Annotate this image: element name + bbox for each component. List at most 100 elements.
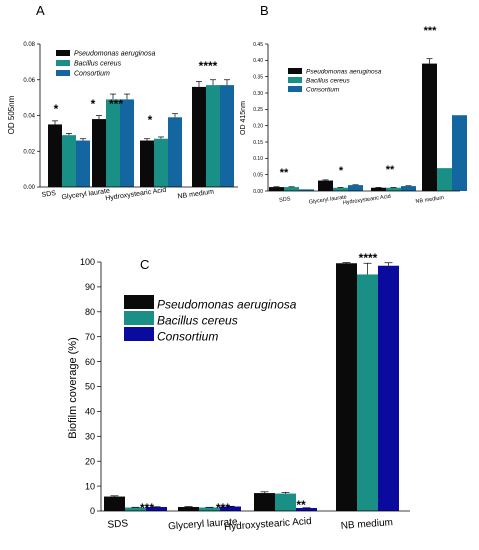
y-axis-label: OD 415nm <box>240 101 247 135</box>
panel-letter: B <box>260 3 269 18</box>
legend-label: Bacillus cereus <box>306 78 350 85</box>
bar <box>269 187 284 191</box>
category-label: SDS <box>107 518 129 530</box>
chart-panel-c: C 0 10 20 30 40 50 60 70 80 90 100 Biofilm coverage … <box>67 251 410 533</box>
bar <box>146 507 167 511</box>
category-label: NB medium <box>340 517 393 532</box>
legend-label: Pseudomonas aeruginosa <box>74 51 155 58</box>
y-tick-label: 10 <box>85 481 95 491</box>
bar <box>357 274 378 511</box>
significance-label: *** <box>424 25 438 37</box>
legend-label: Pseudomonas aeruginosa <box>306 69 382 76</box>
legend-label: Consortium <box>306 87 340 94</box>
bar <box>275 493 296 511</box>
bar <box>192 86 206 187</box>
bar <box>336 263 357 511</box>
bar <box>76 140 90 187</box>
bar <box>140 140 154 187</box>
y-tick-label: 0.40 <box>253 58 263 64</box>
chart-panel-b: B 0.00 0.05 0.10 0.15 0.20 0.25 0.30 0.35 0.40 0.4… <box>240 3 467 206</box>
bar <box>437 168 452 191</box>
bar <box>125 507 146 511</box>
legend: Pseudomonas aeruginosa Bacillus cereus Con… <box>288 68 382 94</box>
category-label: Glyceryl laurate <box>168 517 239 533</box>
y-tick-label: 0.10 <box>253 156 263 162</box>
bar <box>48 124 62 187</box>
y-tick-label: 0.30 <box>253 91 263 97</box>
y-tick-label: 0.08 <box>23 42 35 48</box>
y-tick-label: 0.06 <box>23 78 35 84</box>
legend-label: Bacillus cereus <box>157 314 238 328</box>
y-tick-label: 0.15 <box>253 140 263 146</box>
chart-panel-a: A 0.00 0.02 0.04 0.06 0.08 OD 505nm SDS Glyceryl… <box>7 3 238 202</box>
significance-label: *** <box>140 501 154 515</box>
category-label: Hydroxystearic Acid <box>343 194 392 207</box>
category-label: SDS <box>279 196 291 204</box>
category-label: Hydroxystearic Acid <box>105 187 167 203</box>
y-tick-label: 50 <box>85 382 95 392</box>
category-label: Glyceryl laurate <box>61 188 110 202</box>
y-tick-label: 20 <box>85 456 95 466</box>
y-axis-label: OD 505nm <box>7 95 16 134</box>
y-tick-label: 0.00 <box>23 185 35 191</box>
bar <box>299 189 314 191</box>
y-axis-label: Biofilm coverage (%) <box>67 337 79 438</box>
significance-label: **** <box>359 251 378 265</box>
bar <box>296 508 317 511</box>
y-tick-label: 0.25 <box>253 107 263 113</box>
bar <box>333 187 348 191</box>
category-label: SDS <box>41 190 57 199</box>
bar <box>284 187 299 191</box>
bar <box>371 187 386 191</box>
legend-swatch <box>56 70 70 76</box>
legend-swatch <box>288 86 302 92</box>
y-tick-label: 0.20 <box>253 123 263 129</box>
significance-label: * <box>148 113 153 127</box>
legend: Pseudomonas aeruginosa Bacillus cereus Con… <box>56 50 155 78</box>
y-tick-label: 40 <box>85 407 95 417</box>
legend-label: Consortium <box>74 71 110 78</box>
bar <box>106 99 120 187</box>
y-tick-label: 100 <box>80 257 95 267</box>
bar <box>220 85 234 187</box>
significance-label: ** <box>296 498 306 512</box>
bar <box>92 119 106 187</box>
legend-label: Bacillus cereus <box>74 61 122 68</box>
significance-label: ** <box>280 167 289 179</box>
significance-label: **** <box>199 59 218 73</box>
bar <box>318 180 333 191</box>
y-tick-label: 0.02 <box>23 149 35 155</box>
y-tick-label: 0.00 <box>253 189 263 195</box>
significance-label: * <box>339 165 344 177</box>
y-tick-label: 0.35 <box>253 74 263 80</box>
legend-swatch <box>124 295 154 309</box>
legend-swatch <box>124 311 154 325</box>
legend-swatch <box>56 50 70 56</box>
y-tick-label: 60 <box>85 357 95 367</box>
legend-swatch <box>288 77 302 83</box>
legend-swatch <box>56 60 70 66</box>
legend-swatch <box>124 327 154 341</box>
legend-label: Consortium <box>157 330 218 344</box>
significance-label: * <box>54 102 59 116</box>
bar <box>220 506 241 511</box>
bar <box>452 115 467 191</box>
significance-label: *** <box>109 97 123 111</box>
bar <box>422 63 437 191</box>
bar <box>62 135 76 187</box>
bar <box>120 99 134 187</box>
panel-letter: C <box>140 257 149 272</box>
bar <box>401 186 416 191</box>
y-tick-label: 0.45 <box>253 42 263 48</box>
y-tick-label: 80 <box>85 307 95 317</box>
y-tick-label: 90 <box>85 282 95 292</box>
legend-swatch <box>288 68 302 74</box>
y-tick-label: 0.05 <box>253 172 263 178</box>
y-tick-label: 70 <box>85 332 95 342</box>
bar <box>178 507 199 511</box>
bar <box>206 85 220 187</box>
y-tick-label: 30 <box>85 431 95 441</box>
bar <box>154 138 168 187</box>
bar <box>168 117 182 187</box>
